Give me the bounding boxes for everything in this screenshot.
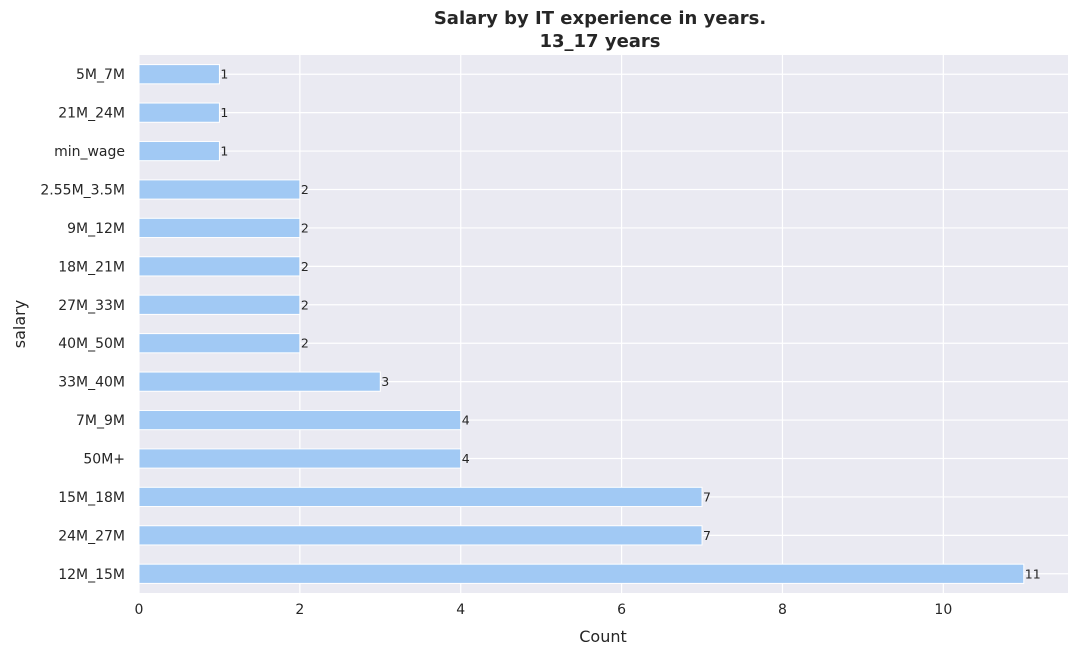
- bar-value-label: 1: [220, 144, 228, 159]
- bar: [138, 371, 381, 392]
- bars: [138, 64, 1025, 584]
- bar: [138, 333, 301, 354]
- x-tick-labels: 0 2 4 6 8 10: [135, 602, 953, 618]
- y-tick-label: 24M_27M: [58, 528, 125, 544]
- bar-value-label: 2: [301, 182, 309, 197]
- y-axis-label: salary: [10, 300, 29, 348]
- bar: [138, 64, 220, 85]
- bar-value-label: 4: [462, 413, 470, 428]
- x-tick-label: 10: [934, 602, 952, 618]
- bar: [138, 563, 1025, 584]
- x-tick-label: 2: [295, 602, 304, 618]
- bar: [138, 256, 301, 277]
- y-tick-label: 5M_7M: [76, 67, 125, 83]
- bar-value-label: 1: [220, 105, 228, 120]
- x-tick-label: 6: [617, 602, 626, 618]
- bar-value-label: 7: [703, 489, 711, 504]
- y-tick-label: 50M+: [83, 452, 125, 468]
- y-tick-label: 21M_24M: [58, 106, 125, 122]
- bar: [138, 179, 301, 200]
- y-tick-label: 18M_21M: [58, 259, 125, 275]
- y-tick-label: 40M_50M: [58, 336, 125, 352]
- bar-value-label: 3: [381, 374, 389, 389]
- x-axis-label: Count: [579, 627, 627, 646]
- bar-value-label: 1: [220, 67, 228, 82]
- bar: [138, 525, 703, 546]
- bar: [138, 102, 220, 123]
- x-tick-label: 4: [456, 602, 465, 618]
- y-tick-label: 33M_40M: [58, 375, 125, 391]
- bar: [138, 294, 301, 315]
- y-tick-label: 12M_15M: [58, 567, 125, 583]
- chart-subtitle: 13_17 years: [539, 31, 660, 52]
- bar: [138, 409, 462, 431]
- x-tick-label: 8: [778, 602, 787, 618]
- bar-value-label: 7: [703, 528, 711, 543]
- bar: [138, 217, 301, 239]
- bar-value-label: 4: [462, 451, 470, 466]
- chart-title: Salary by IT experience in years.: [434, 8, 766, 29]
- x-tick-label: 0: [135, 602, 144, 618]
- y-tick-label: 2.55M_3.5M: [40, 183, 125, 199]
- y-tick-label: 7M_9M: [76, 413, 125, 429]
- bar-value-label: 2: [301, 336, 309, 351]
- bar: [138, 448, 462, 469]
- bar: [138, 140, 220, 162]
- bar-value-label: 2: [301, 259, 309, 274]
- plot-background: [139, 55, 1068, 593]
- y-tick-labels: 5M_7M 21M_24M min_wage 2.55M_3.5M 9M_12M 18M_…: [40, 67, 125, 583]
- bar: [138, 486, 703, 508]
- y-tick-label: 15M_18M: [58, 490, 125, 506]
- bar-value-label: 2: [301, 220, 309, 235]
- y-tick-label: 27M_33M: [58, 298, 125, 314]
- bar-value-label: 2: [301, 297, 309, 312]
- y-tick-label: min_wage: [54, 144, 125, 160]
- bar-value-label: 11: [1025, 566, 1041, 581]
- y-tick-label: 9M_12M: [67, 221, 125, 237]
